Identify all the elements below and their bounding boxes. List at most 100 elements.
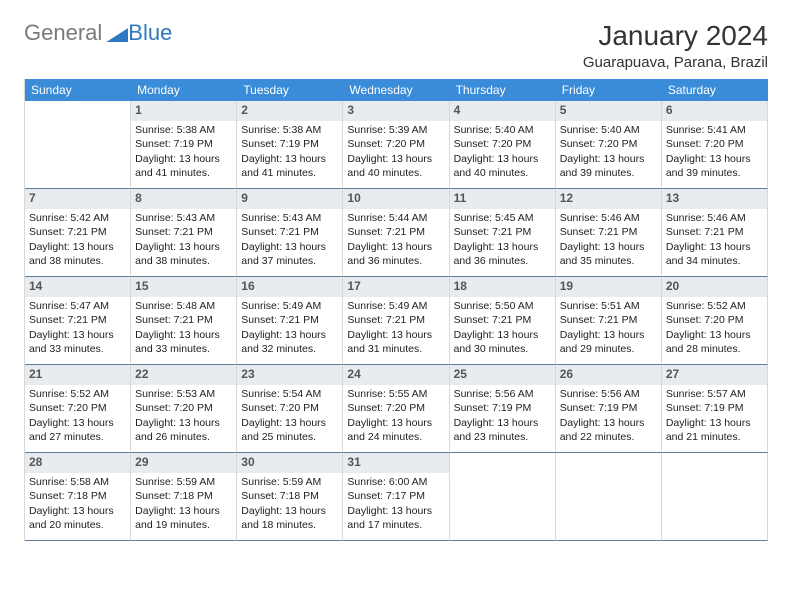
day-number: 28 (25, 453, 130, 473)
day-cell: 16Sunrise: 5:49 AMSunset: 7:21 PMDayligh… (237, 277, 343, 365)
header: General Blue January 2024 Guarapuava, Pa… (24, 20, 768, 71)
day-number: 21 (25, 365, 130, 385)
calendar-grid: SundayMondayTuesdayWednesdayThursdayFrid… (24, 79, 768, 541)
day-cell: 2Sunrise: 5:38 AMSunset: 7:19 PMDaylight… (237, 101, 343, 189)
daylight-line: Daylight: 13 hours and 33 minutes. (135, 329, 232, 356)
sunset-line: Sunset: 7:21 PM (241, 226, 338, 240)
daylight-line: Daylight: 13 hours and 28 minutes. (666, 329, 763, 356)
day-cell: 5Sunrise: 5:40 AMSunset: 7:20 PMDaylight… (556, 101, 662, 189)
day-number: 23 (237, 365, 342, 385)
daylight-line: Daylight: 13 hours and 36 minutes. (454, 241, 551, 268)
sunset-line: Sunset: 7:18 PM (241, 490, 338, 504)
day-number: 17 (343, 277, 448, 297)
day-number: 14 (25, 277, 130, 297)
sunset-line: Sunset: 7:21 PM (347, 314, 444, 328)
daylight-line: Daylight: 13 hours and 36 minutes. (347, 241, 444, 268)
empty-cell (662, 453, 768, 541)
day-number: 15 (131, 277, 236, 297)
day-number: 1 (131, 101, 236, 121)
sunset-line: Sunset: 7:21 PM (241, 314, 338, 328)
daylight-line: Daylight: 13 hours and 21 minutes. (666, 417, 763, 444)
sunset-line: Sunset: 7:20 PM (666, 138, 763, 152)
day-cell: 9Sunrise: 5:43 AMSunset: 7:21 PMDaylight… (237, 189, 343, 277)
sunrise-line: Sunrise: 5:49 AM (241, 300, 338, 314)
sunset-line: Sunset: 7:19 PM (454, 402, 551, 416)
daylight-line: Daylight: 13 hours and 37 minutes. (241, 241, 338, 268)
daylight-line: Daylight: 13 hours and 33 minutes. (29, 329, 126, 356)
sunrise-line: Sunrise: 5:51 AM (560, 300, 657, 314)
sunrise-line: Sunrise: 5:40 AM (454, 124, 551, 138)
sunset-line: Sunset: 7:20 PM (347, 138, 444, 152)
daylight-line: Daylight: 13 hours and 17 minutes. (347, 505, 444, 532)
day-cell: 14Sunrise: 5:47 AMSunset: 7:21 PMDayligh… (25, 277, 131, 365)
day-number: 7 (25, 189, 130, 209)
day-number: 4 (450, 101, 555, 121)
day-cell: 22Sunrise: 5:53 AMSunset: 7:20 PMDayligh… (131, 365, 237, 453)
sunrise-line: Sunrise: 5:46 AM (666, 212, 763, 226)
day-cell: 6Sunrise: 5:41 AMSunset: 7:20 PMDaylight… (662, 101, 768, 189)
dow-header: Friday (556, 79, 662, 101)
sunrise-line: Sunrise: 5:55 AM (347, 388, 444, 402)
sunrise-line: Sunrise: 5:54 AM (241, 388, 338, 402)
daylight-line: Daylight: 13 hours and 41 minutes. (135, 153, 232, 180)
day-cell: 23Sunrise: 5:54 AMSunset: 7:20 PMDayligh… (237, 365, 343, 453)
sunrise-line: Sunrise: 5:52 AM (29, 388, 126, 402)
logo-text-general: General (24, 20, 102, 46)
sunset-line: Sunset: 7:19 PM (135, 138, 232, 152)
sunset-line: Sunset: 7:21 PM (29, 226, 126, 240)
daylight-line: Daylight: 13 hours and 19 minutes. (135, 505, 232, 532)
day-cell: 11Sunrise: 5:45 AMSunset: 7:21 PMDayligh… (450, 189, 556, 277)
sunrise-line: Sunrise: 5:59 AM (241, 476, 338, 490)
day-number: 31 (343, 453, 448, 473)
month-title: January 2024 (583, 20, 768, 52)
sunrise-line: Sunrise: 5:42 AM (29, 212, 126, 226)
title-block: January 2024 Guarapuava, Parana, Brazil (583, 20, 768, 71)
daylight-line: Daylight: 13 hours and 25 minutes. (241, 417, 338, 444)
sunset-line: Sunset: 7:21 PM (135, 314, 232, 328)
day-number: 12 (556, 189, 661, 209)
dow-header: Saturday (662, 79, 768, 101)
sunrise-line: Sunrise: 5:52 AM (666, 300, 763, 314)
day-cell: 27Sunrise: 5:57 AMSunset: 7:19 PMDayligh… (662, 365, 768, 453)
sunrise-line: Sunrise: 5:39 AM (347, 124, 444, 138)
daylight-line: Daylight: 13 hours and 32 minutes. (241, 329, 338, 356)
day-cell: 19Sunrise: 5:51 AMSunset: 7:21 PMDayligh… (556, 277, 662, 365)
sunset-line: Sunset: 7:21 PM (560, 226, 657, 240)
daylight-line: Daylight: 13 hours and 30 minutes. (454, 329, 551, 356)
sunrise-line: Sunrise: 5:56 AM (454, 388, 551, 402)
sunrise-line: Sunrise: 5:41 AM (666, 124, 763, 138)
daylight-line: Daylight: 13 hours and 38 minutes. (29, 241, 126, 268)
sunset-line: Sunset: 7:17 PM (347, 490, 444, 504)
daylight-line: Daylight: 13 hours and 35 minutes. (560, 241, 657, 268)
sunrise-line: Sunrise: 5:38 AM (135, 124, 232, 138)
sunset-line: Sunset: 7:21 PM (454, 314, 551, 328)
day-number: 29 (131, 453, 236, 473)
empty-cell (450, 453, 556, 541)
sunrise-line: Sunrise: 5:50 AM (454, 300, 551, 314)
logo-mark-icon (106, 28, 128, 42)
location-text: Guarapuava, Parana, Brazil (583, 54, 768, 71)
sunrise-line: Sunrise: 5:43 AM (241, 212, 338, 226)
day-cell: 8Sunrise: 5:43 AMSunset: 7:21 PMDaylight… (131, 189, 237, 277)
sunrise-line: Sunrise: 5:40 AM (560, 124, 657, 138)
sunrise-line: Sunrise: 5:46 AM (560, 212, 657, 226)
sunset-line: Sunset: 7:21 PM (347, 226, 444, 240)
empty-cell (556, 453, 662, 541)
sunrise-line: Sunrise: 6:00 AM (347, 476, 444, 490)
sunrise-line: Sunrise: 5:48 AM (135, 300, 232, 314)
dow-header: Wednesday (343, 79, 449, 101)
daylight-line: Daylight: 13 hours and 23 minutes. (454, 417, 551, 444)
day-cell: 3Sunrise: 5:39 AMSunset: 7:20 PMDaylight… (343, 101, 449, 189)
sunrise-line: Sunrise: 5:45 AM (454, 212, 551, 226)
daylight-line: Daylight: 13 hours and 31 minutes. (347, 329, 444, 356)
sunrise-line: Sunrise: 5:47 AM (29, 300, 126, 314)
day-cell: 15 Sunrise: 5:48 AMSunset: 7:21 PMDayligh… (131, 277, 237, 365)
sunrise-line: Sunrise: 5:53 AM (135, 388, 232, 402)
day-number: 10 (343, 189, 448, 209)
sunrise-line: Sunrise: 5:56 AM (560, 388, 657, 402)
sunset-line: Sunset: 7:20 PM (135, 402, 232, 416)
daylight-line: Daylight: 13 hours and 18 minutes. (241, 505, 338, 532)
daylight-line: Daylight: 13 hours and 27 minutes. (29, 417, 126, 444)
daylight-line: Daylight: 13 hours and 38 minutes. (135, 241, 232, 268)
day-number: 11 (450, 189, 555, 209)
